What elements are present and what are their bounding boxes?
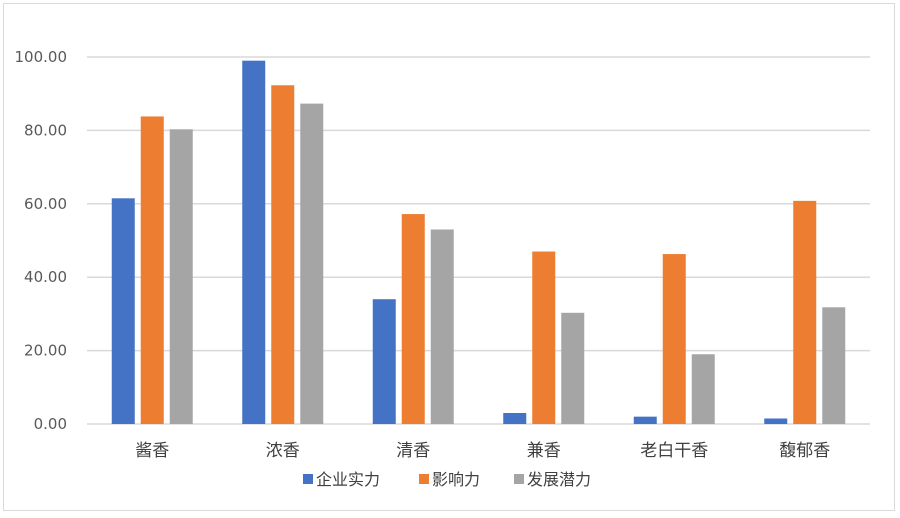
x-category-label: 老白干香	[640, 441, 708, 461]
x-axis-category-labels: 酱香 浓香 清香 兼香 老白干香 馥郁香	[135, 441, 830, 461]
y-axis-tick-labels: 0.00 20.00 40.00 60.00 80.00 100.00	[15, 48, 68, 433]
legend-swatch-1	[303, 474, 313, 484]
legend-label-3: 发展潜力	[527, 470, 591, 489]
legend-swatch-2	[419, 474, 429, 484]
bar-1-5	[633, 416, 657, 424]
bar-1-2	[242, 60, 266, 425]
y-tick-label: 80.00	[24, 121, 67, 139]
bar-2-3	[401, 214, 425, 424]
legend-label-1: 企业实力	[316, 470, 380, 489]
x-category-label: 浓香	[266, 441, 300, 461]
bar-1-6	[764, 418, 788, 424]
bar-2-4	[532, 251, 556, 424]
y-tick-label: 100.00	[15, 48, 68, 66]
y-tick-label: 0.00	[34, 415, 67, 433]
bar-1-4	[503, 412, 527, 424]
x-category-label: 兼香	[527, 441, 561, 461]
bar-3-1	[169, 129, 193, 424]
x-category-label: 清香	[396, 441, 430, 461]
bar-2-2	[271, 85, 295, 424]
y-tick-label: 20.00	[24, 342, 67, 360]
x-category-label: 酱香	[135, 441, 169, 461]
legend-swatch-3	[514, 474, 524, 484]
bar-2-6	[793, 200, 817, 424]
gridlines	[87, 56, 870, 425]
bar-3-6	[822, 307, 846, 424]
bar-3-3	[430, 229, 454, 424]
y-tick-label: 40.00	[24, 268, 67, 286]
y-tick-label: 60.00	[24, 195, 67, 213]
bars	[111, 60, 846, 425]
x-category-label: 馥郁香	[779, 441, 830, 461]
bar-3-4	[561, 312, 585, 424]
bar-1-1	[111, 198, 135, 424]
bar-2-5	[662, 254, 686, 424]
bar-1-3	[372, 299, 396, 424]
bar-3-2	[300, 103, 324, 424]
bar-chart: 0.00 20.00 40.00 60.00 80.00 100.00 酱香 浓香 清香 兼香 老…	[15, 48, 870, 489]
bar-3-5	[691, 354, 715, 424]
legend: 企业实力 影响力 发展潜力	[303, 470, 591, 489]
chart-frame: 0.00 20.00 40.00 60.00 80.00 100.00 酱香 浓香 清香 兼香 老…	[3, 3, 895, 511]
bar-2-1	[140, 116, 164, 424]
legend-label-2: 影响力	[432, 470, 480, 489]
